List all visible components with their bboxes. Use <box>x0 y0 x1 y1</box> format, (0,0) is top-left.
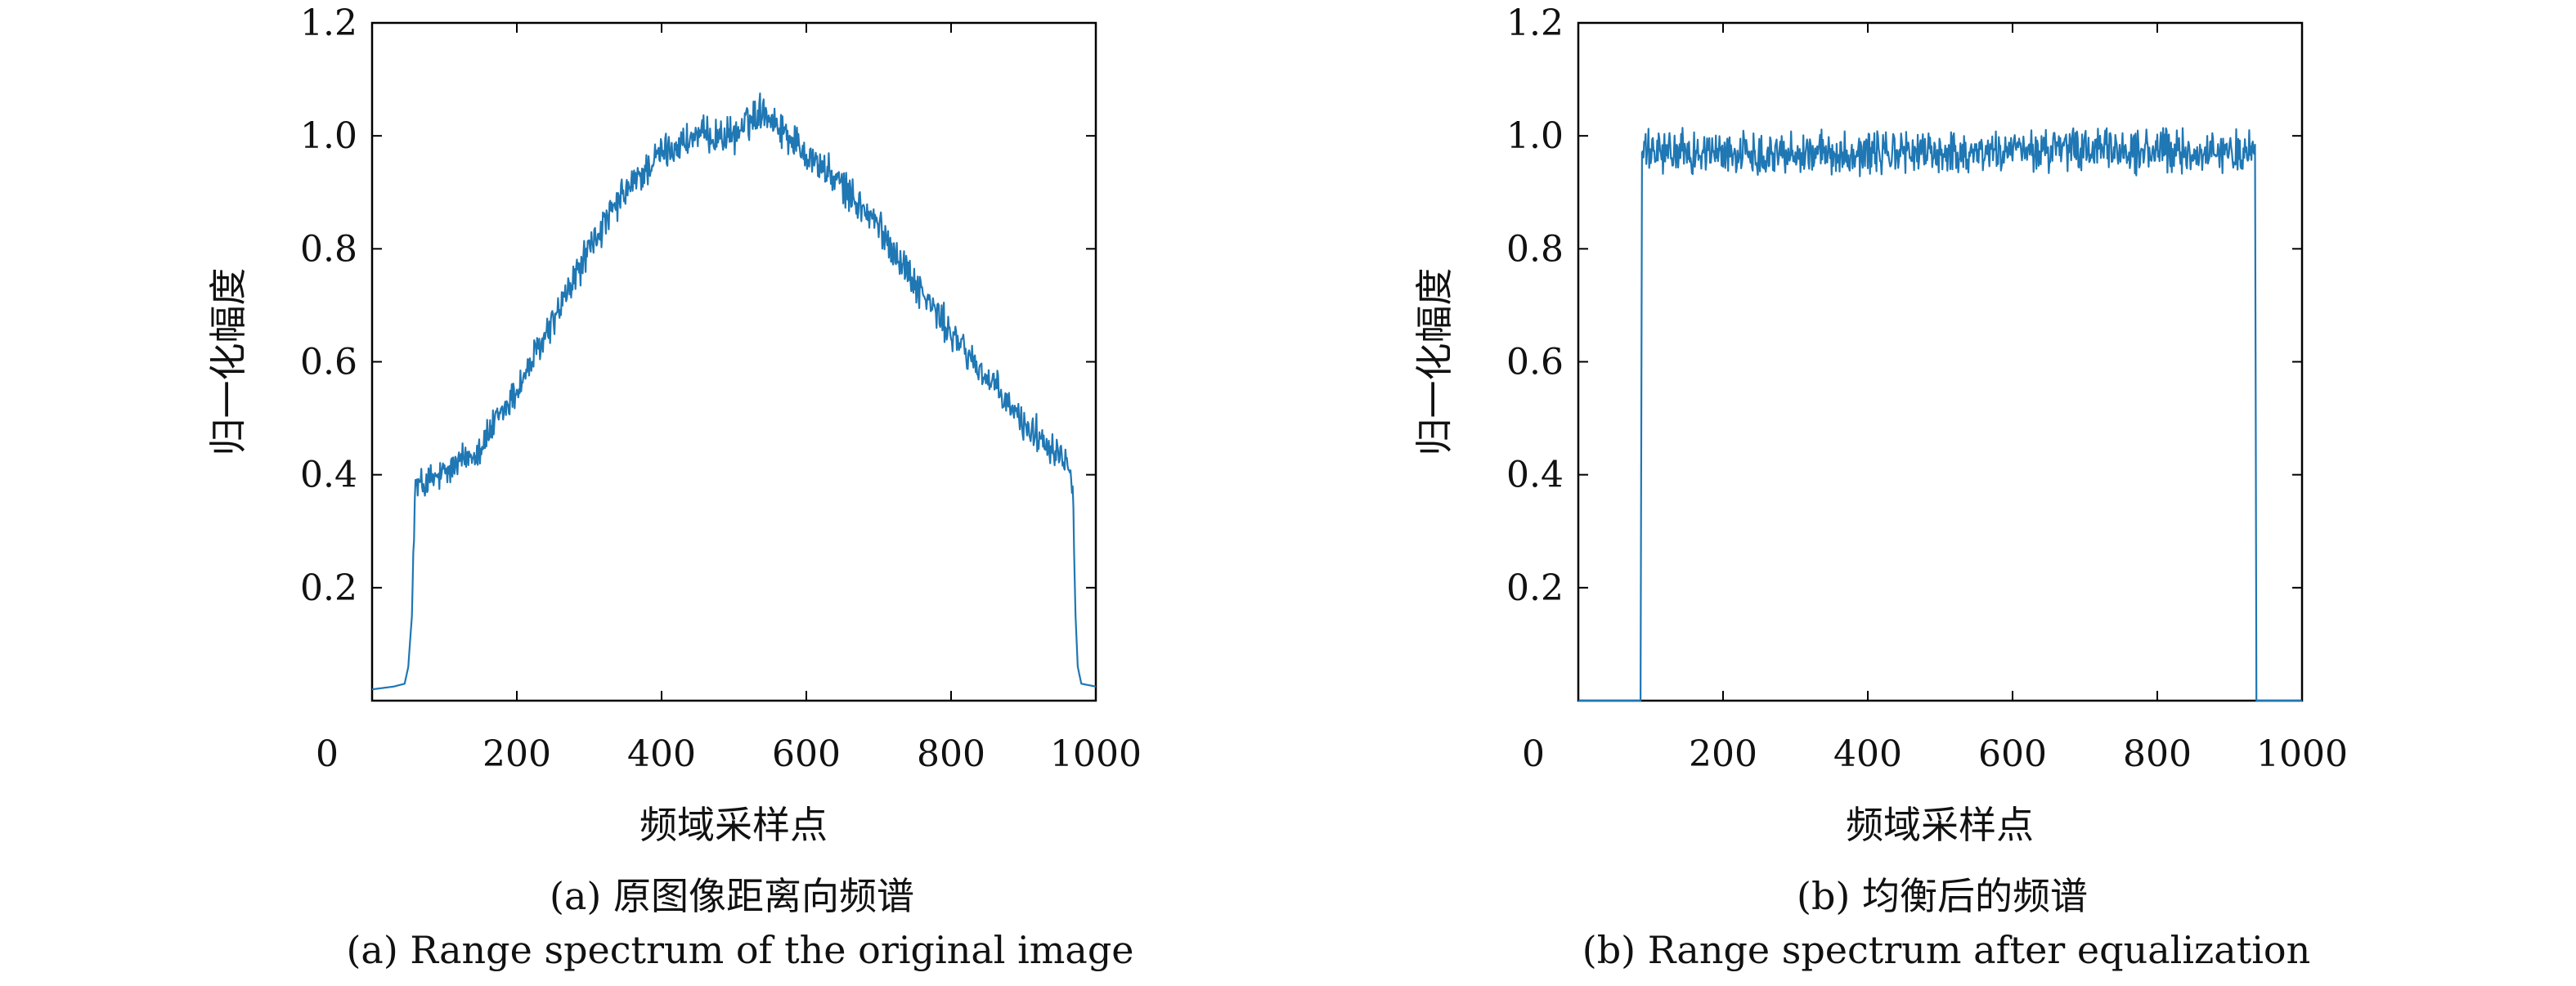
x-tick-label: 600 <box>1978 733 2047 775</box>
x-tick-label: 400 <box>1833 733 1902 775</box>
x-tick-label: 1000 <box>1050 733 1142 775</box>
x-tick-label: 400 <box>627 733 696 775</box>
y-tick-label: 0.4 <box>300 455 357 496</box>
x-tick-label: 0 <box>316 733 339 775</box>
y-tick-label: 0.6 <box>1506 342 1564 383</box>
x-tick-label: 800 <box>2123 733 2192 775</box>
x-tick-label: 200 <box>482 733 551 775</box>
y-tick-label: 1.2 <box>1506 2 1564 44</box>
caption-a-en: (a) Range spectrum of the original image <box>346 928 1133 972</box>
x-tick-label: 0 <box>1522 733 1545 775</box>
series-line <box>371 92 1097 691</box>
x-tick-label: 1000 <box>2256 733 2348 775</box>
x-axis-label: 频域采样点 <box>1846 803 2034 847</box>
x-tick-label: 600 <box>772 733 841 775</box>
y-tick-label: 1.0 <box>300 115 357 157</box>
y-axis-label: 归一化幅度 <box>206 268 250 456</box>
y-tick-label: 0.2 <box>1506 567 1564 609</box>
caption-b-cn: (b) 均衡后的频谱 <box>1797 874 2088 918</box>
caption-a-cn: (a) 原图像距离向频谱 <box>550 874 914 918</box>
y-tick-label: 0.6 <box>300 342 357 383</box>
y-tick-label: 0.4 <box>1506 455 1564 496</box>
caption-b-en: (b) Range spectrum after equalization <box>1582 928 2310 972</box>
plot-frame <box>1577 21 2304 702</box>
series-line <box>1577 127 2303 702</box>
panel-a: 0 200 400 600 800 1000 0.2 0.4 0.6 0.8 1.0 1.2 频域采样点… <box>206 2 1142 847</box>
panel-b: 0 200 400 600 800 1000 0.2 0.4 0.6 0.8 1.0 1.2 频域采样点… <box>1412 2 2348 847</box>
x-axis-label: 频域采样点 <box>640 803 828 847</box>
x-tick-label: 800 <box>917 733 985 775</box>
plot-frame <box>370 21 1097 702</box>
y-tick-label: 0.8 <box>1506 228 1564 270</box>
x-tick-label: 200 <box>1689 733 1757 775</box>
y-tick-label: 1.0 <box>1506 115 1564 157</box>
y-tick-label: 0.2 <box>300 567 357 609</box>
y-axis-label: 归一化幅度 <box>1412 268 1456 456</box>
y-tick-label: 0.8 <box>300 228 357 270</box>
y-tick-label: 1.2 <box>300 2 357 44</box>
